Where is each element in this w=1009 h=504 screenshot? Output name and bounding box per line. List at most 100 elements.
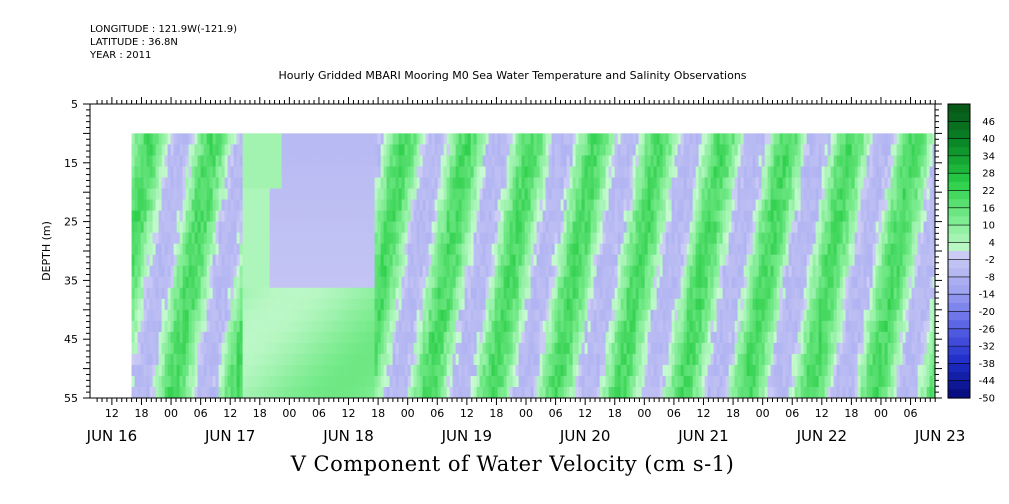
heatmap-cell — [422, 342, 427, 355]
heatmap-cell — [158, 199, 163, 211]
heatmap-cell — [413, 210, 418, 222]
heatmap-cell — [170, 155, 175, 167]
heatmap-cell — [131, 309, 136, 322]
heatmap-cell — [179, 155, 184, 167]
heatmap-cell — [245, 254, 250, 267]
heatmap-cell — [455, 353, 460, 366]
heatmap-cell — [242, 287, 247, 300]
heatmap-cell — [290, 342, 295, 355]
heatmap-cell — [593, 144, 598, 156]
heatmap-cell — [419, 199, 424, 211]
heatmap-cell — [575, 298, 580, 311]
heatmap-cell — [455, 309, 460, 322]
heatmap-cell — [578, 232, 583, 245]
heatmap-cell — [230, 188, 235, 200]
heatmap-cell — [683, 265, 688, 278]
heatmap-cell — [656, 353, 661, 366]
heatmap-cell — [221, 320, 226, 333]
heatmap-cell — [410, 298, 415, 311]
heatmap-cell — [278, 265, 283, 278]
heatmap-cell — [413, 265, 418, 278]
heatmap-cell — [332, 287, 337, 300]
heatmap-cell — [362, 353, 367, 366]
heatmap-cell — [743, 298, 748, 311]
heatmap-cell — [218, 144, 223, 156]
heatmap-cell — [404, 177, 409, 189]
heatmap-cell — [563, 386, 568, 398]
heatmap-cell — [704, 320, 709, 333]
heatmap-cell — [575, 320, 580, 333]
heatmap-cell — [479, 177, 484, 189]
heatmap-cell — [170, 287, 175, 300]
heatmap-cell — [713, 386, 718, 398]
heatmap-cell — [206, 276, 211, 289]
heatmap-cell — [266, 232, 271, 245]
heatmap-cell — [302, 144, 307, 156]
heatmap-cell — [527, 144, 532, 156]
heatmap-cell — [335, 221, 340, 234]
heatmap-cell — [167, 386, 172, 398]
heatmap-cell — [377, 375, 382, 388]
heatmap-cell — [593, 199, 598, 211]
heatmap-cell — [446, 199, 451, 211]
heatmap-cell — [488, 331, 493, 344]
heatmap-cell — [680, 276, 685, 289]
heatmap-cell — [632, 144, 637, 156]
heatmap-cell — [629, 342, 634, 355]
heatmap-cell — [512, 320, 517, 333]
heatmap-cell — [287, 298, 292, 311]
heatmap-cell — [425, 133, 430, 145]
heatmap-cell — [146, 221, 151, 234]
heatmap-cell — [311, 375, 316, 388]
heatmap-cell — [362, 276, 367, 289]
heatmap-cell — [656, 232, 661, 245]
heatmap-cell — [635, 309, 640, 322]
heatmap-cell — [500, 254, 505, 267]
heatmap-cell — [566, 265, 571, 278]
heatmap-cell — [380, 364, 385, 377]
heatmap-cell — [347, 320, 352, 333]
heatmap-cell — [290, 298, 295, 311]
heatmap-cell — [224, 375, 229, 388]
heatmap-cell — [191, 320, 196, 333]
heatmap-cell — [134, 144, 139, 156]
heatmap-cell — [182, 232, 187, 245]
heatmap-cell — [632, 221, 637, 234]
heatmap-cell — [332, 243, 337, 256]
heatmap-cell — [482, 221, 487, 234]
heatmap-cell — [320, 199, 325, 211]
heatmap-cell — [530, 331, 535, 344]
heatmap-cell — [467, 298, 472, 311]
heatmap-cell — [617, 375, 622, 388]
heatmap-cell — [131, 342, 136, 355]
heatmap-cell — [575, 265, 580, 278]
heatmap-cell — [557, 375, 562, 388]
heatmap-cell — [473, 276, 478, 289]
heatmap-cell — [464, 199, 469, 211]
heatmap-cell — [146, 386, 151, 398]
heatmap-cell — [614, 221, 619, 234]
heatmap-cell — [200, 364, 205, 377]
heatmap-cell — [242, 331, 247, 344]
heatmap-cell — [188, 375, 193, 388]
heatmap-cell — [281, 188, 286, 200]
heatmap-cell — [413, 320, 418, 333]
heatmap-cell — [227, 199, 232, 211]
heatmap-cell — [239, 276, 244, 289]
heatmap-cell — [599, 243, 604, 256]
heatmap-cell — [485, 188, 490, 200]
heatmap-cell — [719, 309, 724, 322]
heatmap-cell — [647, 232, 652, 245]
heatmap-cell — [410, 133, 415, 145]
heatmap-cell — [224, 364, 229, 377]
heatmap-cell — [317, 287, 322, 300]
heatmap-cell — [653, 265, 658, 278]
heatmap-cell — [515, 375, 520, 388]
heatmap-cell — [581, 298, 586, 311]
heatmap-cell — [221, 298, 226, 311]
heatmap-cell — [377, 177, 382, 189]
heatmap-cell — [227, 386, 232, 398]
heatmap-cell — [287, 364, 292, 377]
heatmap-cell — [263, 309, 268, 322]
heatmap-cell — [491, 320, 496, 333]
